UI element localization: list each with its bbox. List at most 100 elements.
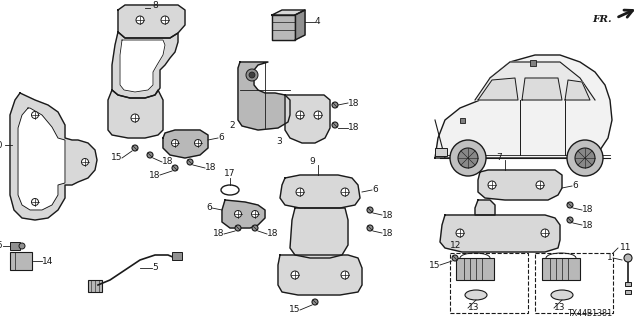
Circle shape bbox=[235, 225, 241, 231]
Text: 18: 18 bbox=[582, 205, 593, 214]
Polygon shape bbox=[18, 108, 65, 210]
Circle shape bbox=[575, 148, 595, 168]
Circle shape bbox=[234, 211, 241, 218]
Text: 2: 2 bbox=[229, 121, 235, 130]
Text: 6: 6 bbox=[372, 186, 378, 195]
Text: 4: 4 bbox=[315, 18, 321, 27]
Circle shape bbox=[147, 152, 153, 158]
Polygon shape bbox=[120, 40, 165, 92]
Circle shape bbox=[312, 299, 318, 305]
Text: 1: 1 bbox=[607, 253, 613, 262]
Bar bbox=[172, 252, 182, 260]
Polygon shape bbox=[285, 95, 330, 143]
Circle shape bbox=[341, 188, 349, 196]
Circle shape bbox=[488, 181, 496, 189]
Text: 8: 8 bbox=[152, 2, 157, 11]
Circle shape bbox=[567, 202, 573, 208]
Bar bbox=[88, 280, 102, 292]
Polygon shape bbox=[118, 5, 185, 38]
Bar bbox=[450, 253, 528, 313]
Polygon shape bbox=[272, 15, 295, 40]
Bar bbox=[460, 118, 465, 123]
Text: TX44B1381: TX44B1381 bbox=[568, 308, 612, 317]
Bar bbox=[435, 148, 447, 156]
Polygon shape bbox=[475, 62, 595, 100]
Circle shape bbox=[252, 225, 258, 231]
Text: 9: 9 bbox=[309, 157, 315, 166]
Polygon shape bbox=[565, 80, 590, 100]
Polygon shape bbox=[222, 200, 265, 228]
Text: 10: 10 bbox=[0, 140, 3, 149]
Circle shape bbox=[81, 158, 88, 165]
Circle shape bbox=[161, 16, 169, 24]
Text: 17: 17 bbox=[224, 169, 236, 178]
Circle shape bbox=[291, 271, 299, 279]
Bar bbox=[625, 282, 631, 286]
Bar bbox=[456, 258, 494, 280]
Text: 18: 18 bbox=[212, 229, 224, 238]
Circle shape bbox=[187, 159, 193, 165]
Circle shape bbox=[450, 140, 486, 176]
Circle shape bbox=[132, 145, 138, 151]
Bar bbox=[542, 258, 580, 280]
Text: 15: 15 bbox=[429, 260, 440, 269]
Circle shape bbox=[332, 122, 338, 128]
Polygon shape bbox=[290, 208, 348, 258]
Circle shape bbox=[172, 140, 179, 147]
Circle shape bbox=[31, 198, 38, 205]
Polygon shape bbox=[440, 215, 560, 252]
Text: 18: 18 bbox=[205, 164, 216, 172]
Circle shape bbox=[452, 255, 458, 261]
Text: 18: 18 bbox=[348, 124, 360, 132]
Polygon shape bbox=[278, 255, 362, 295]
Text: 12: 12 bbox=[450, 241, 461, 250]
Text: 13: 13 bbox=[468, 303, 479, 313]
Circle shape bbox=[249, 72, 255, 78]
Text: 11: 11 bbox=[620, 243, 632, 252]
Circle shape bbox=[314, 111, 322, 119]
Text: 18: 18 bbox=[148, 171, 160, 180]
Circle shape bbox=[456, 229, 464, 237]
Text: 6: 6 bbox=[572, 181, 578, 190]
Ellipse shape bbox=[551, 290, 573, 300]
Text: 3: 3 bbox=[276, 138, 282, 147]
Bar bbox=[10, 242, 20, 250]
Text: FR.: FR. bbox=[593, 15, 612, 25]
Text: 18: 18 bbox=[267, 229, 278, 238]
Circle shape bbox=[131, 114, 139, 122]
Polygon shape bbox=[478, 170, 562, 200]
Text: 5: 5 bbox=[152, 263, 157, 273]
Ellipse shape bbox=[465, 290, 487, 300]
Circle shape bbox=[195, 140, 202, 147]
Text: 16: 16 bbox=[0, 242, 3, 251]
Polygon shape bbox=[478, 78, 518, 100]
Bar bbox=[10, 252, 32, 270]
Polygon shape bbox=[475, 200, 495, 215]
Polygon shape bbox=[435, 55, 612, 158]
Polygon shape bbox=[238, 62, 290, 130]
Text: 18: 18 bbox=[582, 220, 593, 229]
Polygon shape bbox=[112, 32, 178, 98]
Circle shape bbox=[567, 217, 573, 223]
Circle shape bbox=[246, 69, 258, 81]
Circle shape bbox=[341, 271, 349, 279]
Text: 7: 7 bbox=[496, 154, 502, 163]
Text: 18: 18 bbox=[382, 228, 394, 237]
Circle shape bbox=[172, 165, 178, 171]
Circle shape bbox=[567, 140, 603, 176]
Polygon shape bbox=[295, 10, 305, 40]
Circle shape bbox=[296, 188, 304, 196]
Text: 18: 18 bbox=[348, 99, 360, 108]
Circle shape bbox=[536, 181, 544, 189]
Bar bbox=[535, 253, 613, 313]
Polygon shape bbox=[163, 130, 208, 158]
Circle shape bbox=[296, 111, 304, 119]
Circle shape bbox=[367, 225, 373, 231]
Text: 15: 15 bbox=[289, 306, 300, 315]
Circle shape bbox=[624, 254, 632, 262]
Circle shape bbox=[541, 229, 549, 237]
Circle shape bbox=[367, 207, 373, 213]
Circle shape bbox=[252, 211, 259, 218]
Bar bbox=[625, 290, 631, 294]
Circle shape bbox=[458, 148, 478, 168]
